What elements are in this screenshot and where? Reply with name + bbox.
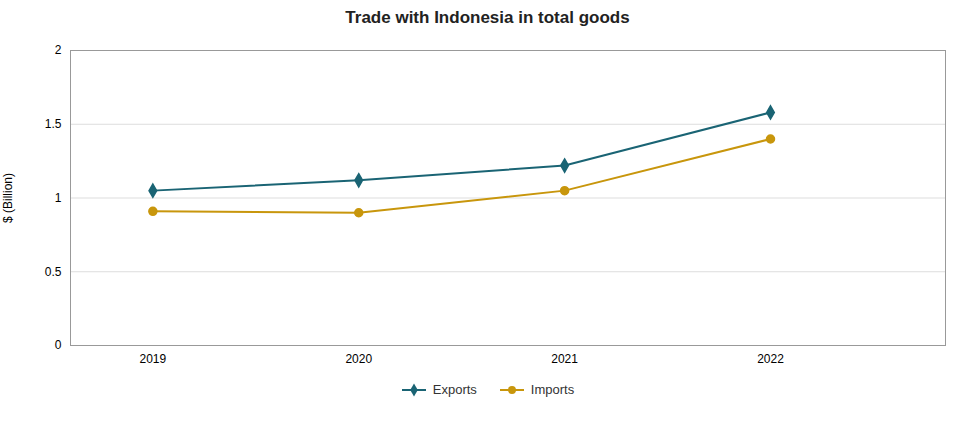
html-text:Exports: Exports bbox=[432, 382, 477, 397]
svg-text:2020: 2020 bbox=[345, 352, 372, 366]
svg-text:0.5: 0.5 bbox=[45, 265, 62, 279]
svg-text:2: 2 bbox=[55, 43, 62, 57]
svg-text:2021: 2021 bbox=[551, 352, 578, 366]
svg-text:0: 0 bbox=[55, 338, 62, 352]
html-text:Trade with Indonesia in total: Trade with Indonesia in total goods bbox=[345, 8, 630, 27]
svg-text:2022: 2022 bbox=[757, 352, 784, 366]
html-text:Imports: Imports bbox=[530, 382, 575, 397]
svg-text:2019: 2019 bbox=[140, 352, 167, 366]
svg-text:1.5: 1.5 bbox=[45, 117, 62, 131]
svg-text:1: 1 bbox=[55, 191, 62, 205]
svg-text:$ (Billion): $ (Billion) bbox=[1, 173, 15, 223]
